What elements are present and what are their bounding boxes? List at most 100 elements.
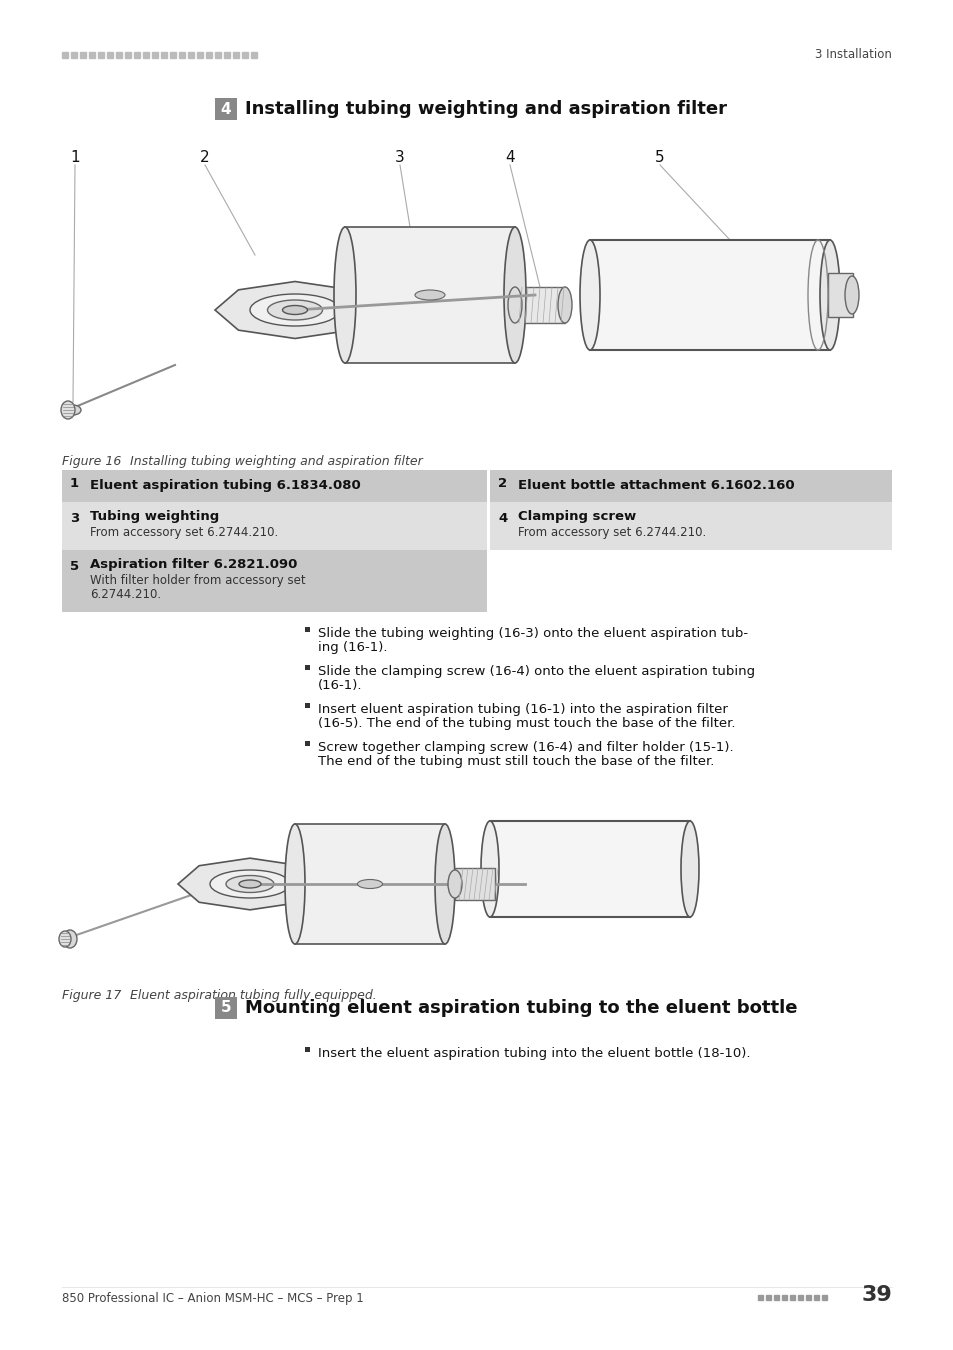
Bar xyxy=(813,1295,818,1300)
Bar xyxy=(305,666,310,670)
Ellipse shape xyxy=(844,275,858,315)
Text: 3 Installation: 3 Installation xyxy=(814,49,891,62)
Bar xyxy=(57,130,896,510)
Bar xyxy=(214,99,236,120)
Text: Figure 17: Figure 17 xyxy=(62,990,121,1002)
Ellipse shape xyxy=(63,930,77,948)
Text: 5: 5 xyxy=(70,560,79,572)
Text: 6.2744.210.: 6.2744.210. xyxy=(90,589,161,601)
Bar xyxy=(80,53,86,58)
Bar xyxy=(781,1295,786,1300)
Text: 4: 4 xyxy=(220,101,231,116)
Text: Eluent aspiration tubing 6.1834.080: Eluent aspiration tubing 6.1834.080 xyxy=(90,479,360,493)
Ellipse shape xyxy=(357,879,382,888)
Text: Clamping screw: Clamping screw xyxy=(517,510,636,522)
Bar xyxy=(214,53,221,58)
Ellipse shape xyxy=(680,821,699,917)
Ellipse shape xyxy=(415,290,444,300)
Bar xyxy=(821,1295,826,1300)
Bar xyxy=(152,53,158,58)
Bar xyxy=(490,821,689,917)
Bar xyxy=(224,53,230,58)
Text: Mounting eluent aspiration tubing to the eluent bottle: Mounting eluent aspiration tubing to the… xyxy=(245,999,797,1017)
Bar xyxy=(758,1295,762,1300)
Ellipse shape xyxy=(59,931,71,946)
Ellipse shape xyxy=(503,227,525,363)
Bar xyxy=(214,998,236,1019)
Text: Eluent aspiration tubing fully equipped.: Eluent aspiration tubing fully equipped. xyxy=(113,990,376,1002)
Ellipse shape xyxy=(579,240,599,350)
Text: 3: 3 xyxy=(395,150,404,165)
Bar xyxy=(305,741,310,747)
Text: Aspiration filter 6.2821.090: Aspiration filter 6.2821.090 xyxy=(90,558,297,571)
Bar xyxy=(827,273,852,317)
Text: The end of the tubing must still touch the base of the filter.: The end of the tubing must still touch t… xyxy=(317,755,714,768)
Text: Screw together clamping screw (16-4) and filter holder (15-1).: Screw together clamping screw (16-4) and… xyxy=(317,741,733,755)
Bar xyxy=(89,53,95,58)
Polygon shape xyxy=(214,282,375,339)
Bar xyxy=(294,824,444,944)
Ellipse shape xyxy=(210,869,290,898)
Bar xyxy=(305,626,310,632)
Text: Slide the tubing weighting (16-3) onto the eluent aspiration tub-: Slide the tubing weighting (16-3) onto t… xyxy=(317,626,747,640)
Bar xyxy=(789,1295,794,1300)
Bar xyxy=(765,1295,770,1300)
Text: 5: 5 xyxy=(220,1000,231,1015)
Ellipse shape xyxy=(480,821,498,917)
Ellipse shape xyxy=(820,240,840,350)
Bar xyxy=(62,53,68,58)
Bar xyxy=(589,240,829,350)
Ellipse shape xyxy=(448,869,461,898)
Bar xyxy=(455,868,495,900)
Text: Insert eluent aspiration tubing (16-1) into the aspiration filter: Insert eluent aspiration tubing (16-1) i… xyxy=(317,703,727,716)
Text: Figure 16: Figure 16 xyxy=(62,455,121,468)
Bar xyxy=(62,549,486,612)
Ellipse shape xyxy=(226,876,274,892)
Polygon shape xyxy=(178,859,322,910)
Ellipse shape xyxy=(282,305,307,315)
Bar xyxy=(107,53,112,58)
Bar xyxy=(242,53,248,58)
Bar xyxy=(71,53,77,58)
Text: 3: 3 xyxy=(70,512,79,525)
Bar xyxy=(161,53,167,58)
Text: From accessory set 6.2744.210.: From accessory set 6.2744.210. xyxy=(517,526,705,539)
Ellipse shape xyxy=(558,288,572,323)
Text: With filter holder from accessory set: With filter holder from accessory set xyxy=(90,574,305,587)
Bar xyxy=(133,53,140,58)
Bar xyxy=(490,470,891,502)
Bar xyxy=(345,227,515,363)
Ellipse shape xyxy=(239,880,261,888)
Bar xyxy=(62,502,486,549)
Bar xyxy=(98,53,104,58)
Text: (16-5). The end of the tubing must touch the base of the filter.: (16-5). The end of the tubing must touch… xyxy=(317,717,735,730)
Text: 5: 5 xyxy=(655,150,664,165)
Ellipse shape xyxy=(61,401,75,418)
Bar xyxy=(797,1295,802,1300)
Bar xyxy=(188,53,193,58)
Bar xyxy=(143,53,149,58)
Ellipse shape xyxy=(65,405,81,414)
Text: 850 Professional IC – Anion MSM-HC – MCS – Prep 1: 850 Professional IC – Anion MSM-HC – MCS… xyxy=(62,1292,363,1305)
Ellipse shape xyxy=(507,288,521,323)
Text: (16-1).: (16-1). xyxy=(317,679,362,693)
Bar xyxy=(125,53,131,58)
Ellipse shape xyxy=(285,824,305,944)
Bar xyxy=(251,53,256,58)
Bar xyxy=(490,502,891,549)
Bar xyxy=(773,1295,779,1300)
Text: Slide the clamping screw (16-4) onto the eluent aspiration tubing: Slide the clamping screw (16-4) onto the… xyxy=(317,666,755,678)
Text: From accessory set 6.2744.210.: From accessory set 6.2744.210. xyxy=(90,526,278,539)
Bar xyxy=(305,1048,310,1052)
Bar xyxy=(62,470,486,502)
Text: 39: 39 xyxy=(861,1285,891,1305)
Ellipse shape xyxy=(267,300,322,320)
Bar xyxy=(116,53,122,58)
Text: 1: 1 xyxy=(71,150,80,165)
Text: Installing tubing weighting and aspiration filter: Installing tubing weighting and aspirati… xyxy=(113,455,422,468)
Bar xyxy=(206,53,212,58)
Ellipse shape xyxy=(435,824,455,944)
Bar xyxy=(170,53,175,58)
Ellipse shape xyxy=(250,294,339,325)
Text: Insert the eluent aspiration tubing into the eluent bottle (18-10).: Insert the eluent aspiration tubing into… xyxy=(317,1048,750,1060)
